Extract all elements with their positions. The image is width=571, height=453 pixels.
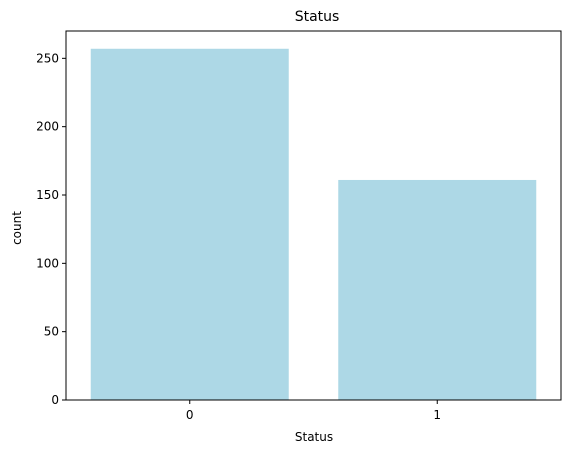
y-tick-label-100: 100: [36, 256, 59, 270]
y-tick-label-200: 200: [36, 120, 59, 134]
chart-title: Status: [295, 9, 340, 25]
y-tick-label-50: 50: [44, 325, 59, 339]
y-axis-label: count: [10, 211, 24, 245]
y-tick-label-250: 250: [36, 51, 59, 65]
x-tick-label-1: 1: [433, 408, 441, 422]
bar-1: [338, 179, 537, 400]
y-tick-label-150: 150: [36, 188, 59, 202]
x-axis-label: Status: [295, 430, 333, 444]
plot-area: 0 1 0 50 100 150 200 250: [36, 30, 562, 422]
bar-0: [90, 48, 289, 401]
x-tick-label-0: 0: [186, 408, 194, 422]
plot-frame: [65, 30, 562, 401]
y-tick-label-0: 0: [51, 393, 59, 407]
